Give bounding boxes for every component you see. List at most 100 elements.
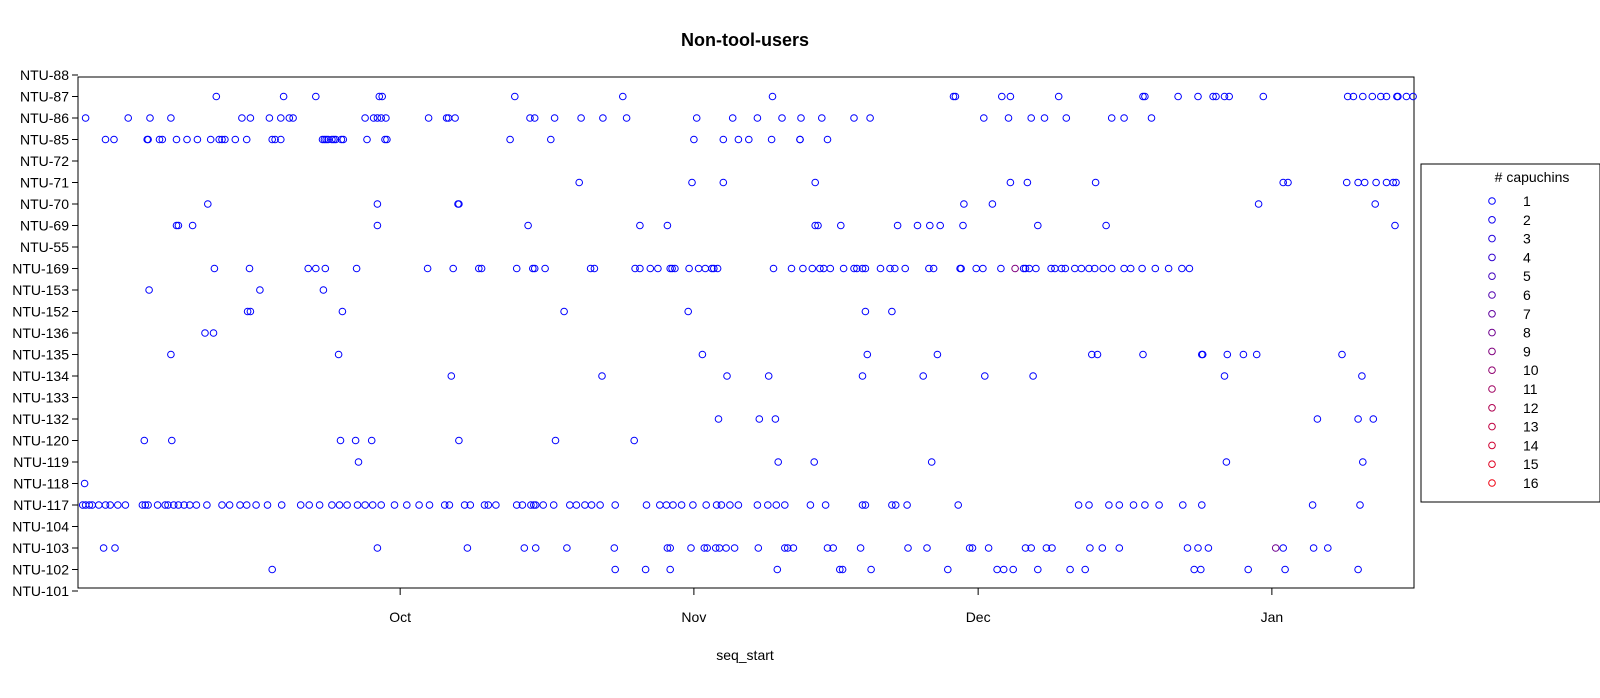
data-point bbox=[829, 544, 838, 552]
data-point bbox=[997, 264, 1005, 273]
data-point bbox=[764, 501, 772, 509]
data-point bbox=[174, 501, 183, 509]
data-point bbox=[242, 135, 251, 144]
data-point bbox=[361, 501, 369, 509]
data-point bbox=[243, 307, 252, 316]
data-point bbox=[979, 264, 987, 273]
data-point bbox=[1129, 501, 1138, 509]
data-point bbox=[506, 135, 514, 144]
data-point bbox=[203, 501, 211, 509]
data-point bbox=[1209, 92, 1217, 101]
legend-label: 2 bbox=[1523, 212, 1531, 228]
data-point bbox=[210, 264, 219, 273]
y-tick-label: NTU-152 bbox=[12, 304, 69, 320]
legend-label: 3 bbox=[1523, 231, 1531, 247]
y-tick-label: NTU-120 bbox=[12, 433, 69, 449]
data-point bbox=[512, 501, 521, 509]
y-tick-label: NTU-117 bbox=[13, 497, 69, 513]
data-point bbox=[265, 114, 274, 122]
data-point bbox=[753, 114, 762, 122]
data-points bbox=[78, 92, 1417, 574]
data-point bbox=[717, 501, 726, 509]
data-point bbox=[816, 264, 824, 273]
data-point bbox=[1054, 92, 1063, 101]
data-point bbox=[541, 264, 549, 273]
y-tick-label: NTU-103 bbox=[12, 540, 69, 556]
data-point bbox=[153, 501, 162, 509]
data-point bbox=[998, 92, 1006, 101]
data-point bbox=[539, 501, 548, 509]
data-point bbox=[767, 135, 776, 144]
data-point bbox=[710, 264, 718, 273]
data-point bbox=[1359, 458, 1367, 466]
data-point bbox=[442, 114, 451, 122]
data-point bbox=[268, 135, 277, 144]
data-point bbox=[944, 565, 952, 574]
data-point bbox=[1393, 92, 1401, 101]
data-point bbox=[734, 501, 743, 509]
legend-box bbox=[1420, 163, 1600, 503]
data-point bbox=[926, 221, 934, 230]
data-point bbox=[1244, 565, 1252, 574]
data-point bbox=[722, 544, 730, 552]
data-point bbox=[642, 501, 651, 509]
data-point bbox=[1141, 92, 1149, 101]
data-point bbox=[1178, 264, 1186, 273]
data-point bbox=[369, 114, 378, 122]
data-point bbox=[1371, 200, 1379, 208]
data-point bbox=[1139, 350, 1147, 359]
data-point bbox=[968, 544, 977, 552]
data-point bbox=[377, 114, 386, 122]
data-point bbox=[312, 264, 320, 273]
data-point bbox=[1141, 501, 1149, 509]
data-point bbox=[1254, 200, 1263, 208]
data-point bbox=[929, 264, 938, 273]
data-point bbox=[530, 114, 539, 122]
data-point bbox=[957, 264, 965, 273]
data-point bbox=[1115, 501, 1124, 509]
data-point bbox=[861, 307, 870, 316]
data-point bbox=[838, 565, 847, 574]
y-tick-label: NTU-135 bbox=[12, 347, 69, 363]
data-point bbox=[315, 501, 324, 509]
data-point bbox=[1027, 544, 1035, 552]
data-point bbox=[1155, 501, 1163, 509]
data-point bbox=[984, 544, 993, 552]
data-point bbox=[951, 92, 960, 101]
data-point bbox=[1369, 415, 1378, 423]
x-tick-label: Nov bbox=[681, 609, 706, 625]
data-point bbox=[1107, 264, 1116, 273]
data-point bbox=[1225, 92, 1233, 101]
data-point bbox=[586, 264, 595, 273]
data-point bbox=[1252, 350, 1261, 359]
data-point bbox=[212, 92, 221, 101]
data-point bbox=[708, 264, 716, 273]
data-point bbox=[858, 264, 867, 273]
data-point bbox=[1040, 114, 1049, 122]
legend-symbol bbox=[1488, 216, 1496, 224]
data-point bbox=[654, 264, 662, 273]
data-point bbox=[322, 135, 331, 144]
data-point bbox=[512, 264, 521, 273]
data-point bbox=[277, 501, 286, 509]
legend-label: 1 bbox=[1523, 193, 1531, 209]
data-point bbox=[373, 221, 382, 230]
data-point bbox=[1198, 501, 1206, 509]
data-point bbox=[663, 221, 672, 230]
data-point bbox=[703, 544, 712, 552]
y-axis: NTU-101 NTU-102 NTU-103 NTU-104 NTU-117 NTU-1… bbox=[12, 67, 78, 599]
data-point bbox=[913, 221, 922, 230]
data-point bbox=[1093, 350, 1102, 359]
data-point bbox=[529, 264, 537, 273]
data-point bbox=[933, 350, 942, 359]
data-point bbox=[225, 501, 234, 509]
data-point bbox=[685, 264, 693, 273]
data-point bbox=[328, 501, 336, 509]
data-point bbox=[764, 372, 773, 380]
data-point bbox=[754, 544, 763, 552]
data-point bbox=[1358, 372, 1366, 380]
data-point bbox=[530, 264, 539, 273]
legend-title: # capuchins bbox=[1495, 169, 1570, 185]
data-point bbox=[1090, 264, 1099, 273]
data-point bbox=[215, 135, 223, 144]
